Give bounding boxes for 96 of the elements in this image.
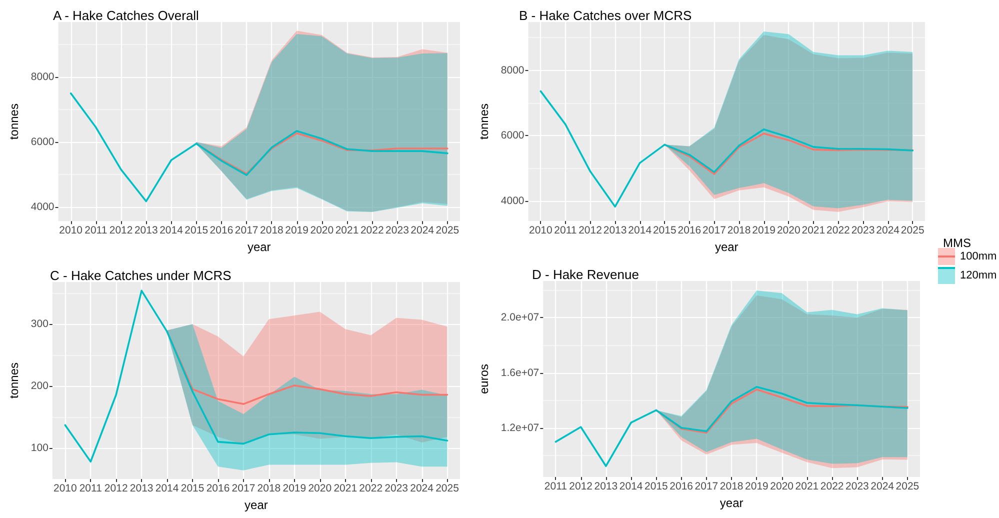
- x-tick-label: 2011: [544, 480, 568, 492]
- x-tick-label: 2023: [846, 480, 870, 492]
- x-tick-label: 2012: [578, 224, 602, 236]
- y-tick-label: 300: [30, 318, 49, 330]
- x-tick-label: 2025: [900, 224, 924, 236]
- y-tick-label: 6000: [30, 136, 54, 148]
- x-tick-label: 2014: [628, 224, 652, 236]
- y-axis-title: euros: [477, 364, 491, 394]
- y-tick-label: 8000: [30, 71, 54, 84]
- x-tick-label: 2024: [410, 482, 434, 494]
- y-tick-label: 1.2e+07: [500, 422, 540, 434]
- x-tick-label: 2017: [702, 224, 726, 236]
- x-tick-label: 2019: [745, 480, 769, 492]
- x-tick-label: 2016: [670, 480, 694, 492]
- chart-title: B - Hake Catches over MCRS: [519, 8, 692, 23]
- x-tick-label: 2020: [770, 480, 794, 492]
- x-tick-label: 2015: [180, 482, 204, 494]
- y-tick-label: 4000: [500, 194, 524, 207]
- x-tick-label: 2013: [134, 224, 158, 237]
- x-tick-label: 2018: [727, 224, 751, 236]
- x-tick-label: 2012: [109, 224, 133, 237]
- y-tick-label: 6000: [500, 130, 524, 142]
- x-tick-label: 2025: [436, 482, 460, 494]
- y-axis-title: tonnes: [477, 103, 491, 140]
- x-tick-label: 2013: [130, 482, 154, 494]
- legend-label: 120mm: [960, 270, 997, 282]
- x-tick-label: 2022: [826, 224, 850, 236]
- x-tick-label: 2021: [334, 482, 358, 494]
- x-tick-label: 2010: [528, 224, 552, 236]
- chart-title: D - Hake Revenue: [532, 267, 639, 282]
- x-tick-label: 2013: [594, 480, 618, 492]
- legend-title: MMS: [943, 236, 971, 250]
- x-axis-title: year: [714, 240, 738, 254]
- chart-title: A - Hake Catches Overall: [53, 8, 200, 23]
- x-tick-label: 2016: [206, 482, 230, 494]
- x-tick-label: 2024: [870, 480, 894, 492]
- line-series: [70, 92, 448, 202]
- x-tick-label: 2018: [260, 224, 284, 237]
- x-tick-label: 2023: [384, 482, 408, 494]
- x-tick-label: 2019: [752, 224, 776, 236]
- line-series: [554, 386, 908, 467]
- y-tick-label: 8000: [500, 64, 524, 76]
- line-series: [664, 132, 914, 175]
- x-tick-label: 2014: [160, 224, 184, 237]
- x-tick-label: 2010: [53, 482, 77, 494]
- x-tick-label: 2011: [79, 482, 102, 494]
- x-tick-label: 2016: [678, 224, 702, 236]
- y-axis-title: tonnes: [7, 104, 21, 140]
- x-axis-title: year: [244, 498, 268, 512]
- x-tick-label: 2010: [59, 224, 83, 237]
- x-tick-label: 2017: [694, 480, 718, 492]
- line-series: [64, 290, 448, 463]
- x-tick-label: 2022: [360, 224, 384, 237]
- x-tick-label: 2021: [335, 224, 359, 237]
- x-tick-label: 2015: [184, 224, 208, 237]
- legend-label: 100mm: [960, 250, 997, 262]
- x-axis-title: year: [247, 240, 271, 254]
- x-tick-label: 2014: [155, 482, 179, 494]
- y-tick-label: 100: [30, 442, 49, 454]
- x-tick-label: 2015: [652, 224, 676, 236]
- x-tick-label: 2020: [310, 224, 334, 237]
- x-tick-label: 2024: [410, 224, 434, 237]
- x-tick-label: 2021: [795, 480, 819, 492]
- x-tick-label: 2011: [554, 224, 577, 236]
- x-tick-label: 2023: [386, 224, 410, 237]
- x-tick-label: 2025: [896, 480, 920, 492]
- x-tick-label: 2020: [776, 224, 800, 236]
- line-series: [166, 330, 448, 405]
- y-tick-label: 2.0e+07: [500, 312, 540, 324]
- x-tick-label: 2017: [234, 224, 258, 237]
- x-tick-label: 2020: [308, 482, 332, 494]
- chart-title: C - Hake Catches under MCRS: [50, 268, 232, 283]
- x-tick-label: 2022: [359, 482, 383, 494]
- y-tick-label: 4000: [30, 200, 54, 213]
- line-series: [540, 90, 914, 208]
- x-tick-label: 2022: [820, 480, 844, 492]
- x-tick-label: 2011: [84, 224, 108, 237]
- x-tick-label: 2023: [851, 224, 875, 236]
- x-axis-title: year: [720, 496, 744, 510]
- x-tick-label: 2016: [210, 224, 234, 237]
- x-tick-label: 2021: [802, 224, 826, 236]
- x-tick-label: 2013: [603, 224, 627, 236]
- x-tick-label: 2025: [436, 224, 460, 237]
- x-tick-label: 2015: [644, 480, 668, 492]
- y-tick-label: 1.6e+07: [500, 366, 540, 379]
- x-tick-label: 2019: [282, 482, 306, 494]
- y-axis-title: tonnes: [7, 362, 21, 399]
- x-tick-label: 2017: [232, 482, 256, 494]
- x-tick-label: 2018: [257, 482, 281, 494]
- x-tick-label: 2012: [104, 482, 128, 494]
- x-tick-label: 2014: [619, 480, 643, 492]
- x-tick-label: 2019: [285, 224, 309, 237]
- y-tick-label: 200: [30, 380, 49, 392]
- x-tick-label: 2024: [876, 224, 900, 236]
- x-tick-label: 2018: [720, 480, 744, 492]
- x-tick-label: 2012: [569, 480, 593, 492]
